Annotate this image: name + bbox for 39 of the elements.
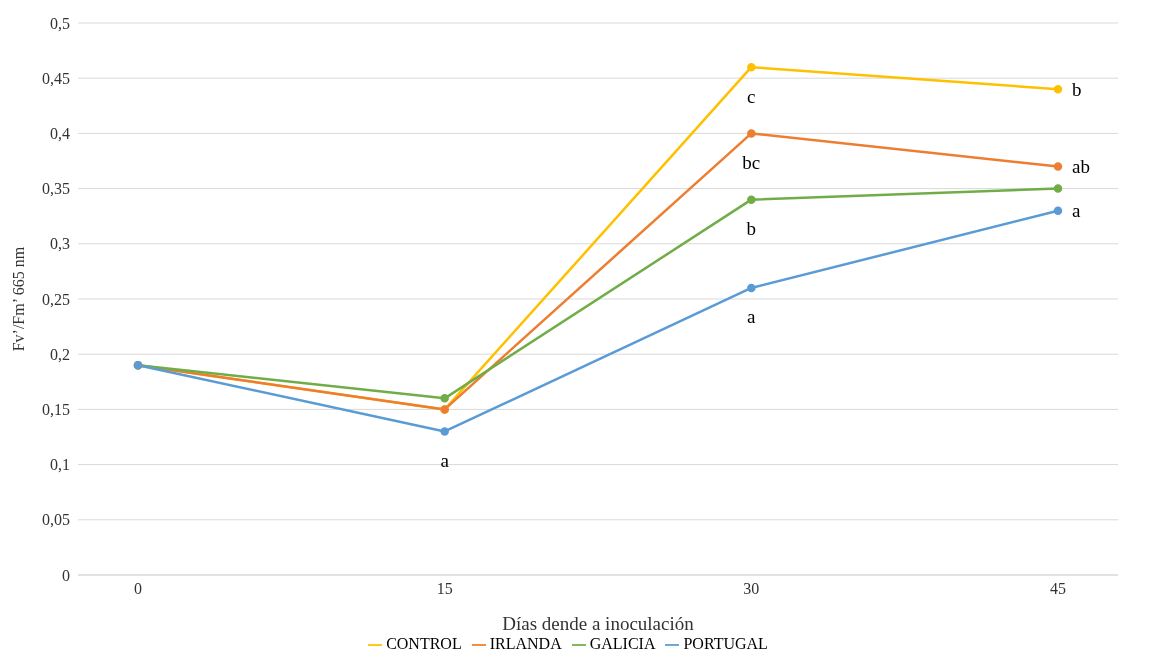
y-tick-label: 0,2	[50, 345, 70, 363]
point	[440, 394, 449, 403]
x-tick-label: 45	[1050, 580, 1066, 598]
point	[1053, 206, 1063, 215]
annotation: a	[1072, 200, 1081, 222]
annotation: a	[747, 306, 757, 328]
point	[747, 62, 756, 72]
y-tick-label: 0,4	[50, 125, 70, 143]
legend-label: GALICIA	[589, 635, 656, 652]
point	[747, 129, 756, 138]
y-tick-label: 0,3	[50, 235, 70, 253]
y-tick-label: 0,5	[50, 14, 70, 32]
x-tick-label: 15	[436, 580, 453, 598]
point	[1053, 184, 1063, 193]
y-tick-label: 0,1	[50, 456, 70, 474]
y-tick-label: 0,15	[42, 401, 70, 419]
annotation: b	[746, 218, 757, 240]
x-tick-label: 0	[134, 580, 142, 598]
x-axis-title: Días dende a inoculación	[502, 613, 695, 634]
y-tick-label: 0,45	[42, 69, 70, 87]
point	[440, 427, 449, 436]
legend-label: CONTROL	[386, 635, 462, 652]
y-tick-label: 0,05	[42, 511, 70, 529]
legend-label: IRLANDA	[489, 635, 562, 652]
point	[747, 195, 756, 204]
annotation: b	[1072, 78, 1082, 100]
y-tick-label: 0	[62, 566, 70, 584]
annotation: ab	[1072, 156, 1090, 178]
y-tick-label: 0,25	[42, 290, 70, 308]
annotation: c	[747, 85, 756, 107]
legend-label: PORTUGAL	[683, 635, 768, 652]
annotation: bc	[742, 151, 761, 173]
annotation: a	[440, 449, 450, 471]
x-tick-label: 30	[743, 580, 760, 598]
point	[747, 283, 756, 293]
y-tick-label: 0,35	[42, 180, 70, 198]
point	[1053, 84, 1063, 94]
point	[1053, 162, 1063, 171]
y-axis-title: Fv’/Fm’ 665 nm	[9, 246, 27, 352]
